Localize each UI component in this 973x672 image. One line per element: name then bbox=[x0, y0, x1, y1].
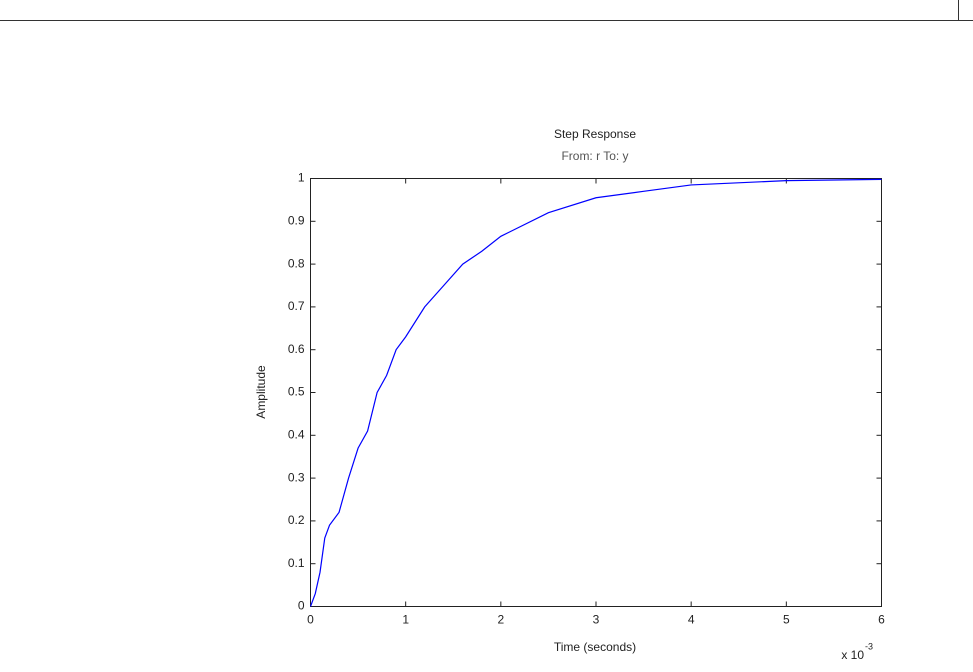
plot-box bbox=[310, 178, 882, 607]
x-tick-label: 4 bbox=[688, 613, 695, 627]
y-tick-label: 1 bbox=[298, 171, 305, 185]
x-tick-label: 2 bbox=[497, 613, 504, 627]
x-axis-label: Time (seconds) bbox=[554, 640, 636, 654]
x-tick-label: 6 bbox=[878, 613, 885, 627]
step-response-line bbox=[309, 178, 882, 607]
y-tick-label: 0.1 bbox=[288, 556, 305, 570]
y-axis-label: Amplitude bbox=[254, 365, 268, 419]
x-multiplier: x 10 bbox=[841, 648, 864, 662]
chart-subtitle: From: r To: y bbox=[561, 149, 628, 163]
x-tick-label: 1 bbox=[402, 613, 409, 627]
chart-title: Step Response bbox=[554, 127, 636, 141]
x-tick-label: 5 bbox=[783, 613, 790, 627]
y-tick-label: 0.7 bbox=[288, 299, 305, 313]
y-tick-label: 0.3 bbox=[288, 470, 305, 484]
y-tick-label: 0.5 bbox=[288, 385, 305, 399]
x-tick-label: 0 bbox=[307, 613, 314, 627]
y-tick-label: 0.6 bbox=[288, 342, 305, 356]
y-tick-label: 0.4 bbox=[288, 427, 305, 441]
y-tick-label: 0.8 bbox=[288, 256, 305, 270]
x-tick-label: 3 bbox=[593, 613, 600, 627]
x-multiplier-exponent: -3 bbox=[865, 641, 873, 651]
y-tick-label: 0.2 bbox=[288, 513, 305, 527]
y-tick-label: 0.9 bbox=[288, 213, 305, 227]
y-tick-label: 0 bbox=[298, 599, 305, 613]
